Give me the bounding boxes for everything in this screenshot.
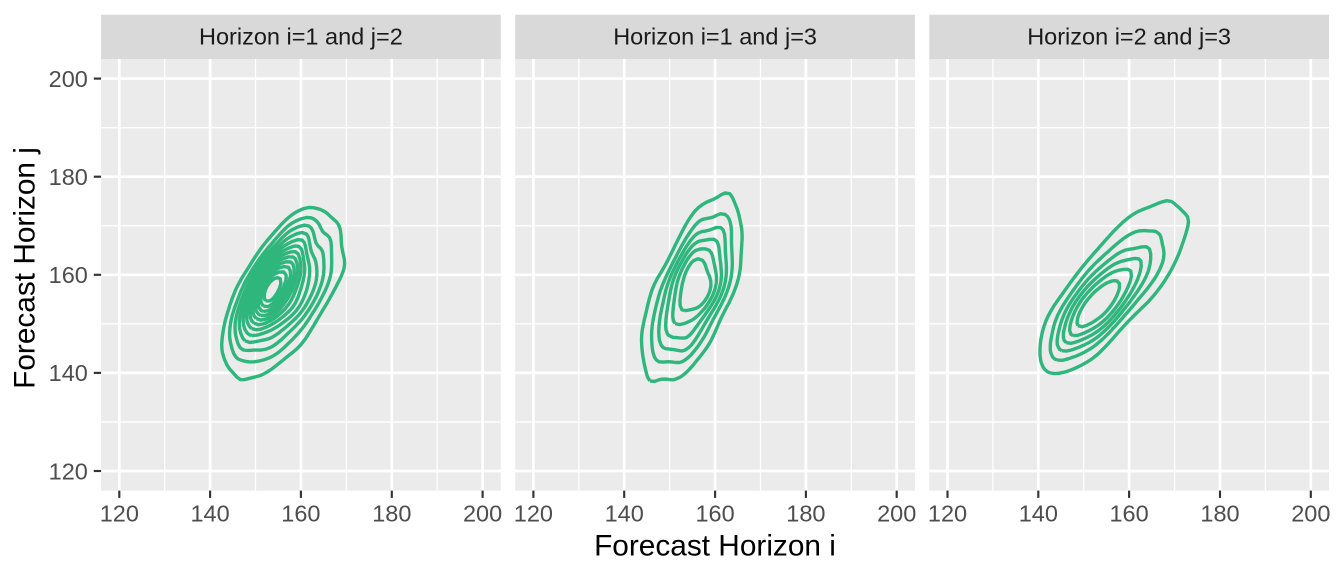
svg-text:180: 180 xyxy=(786,501,825,527)
svg-text:120: 120 xyxy=(928,501,967,527)
svg-text:200: 200 xyxy=(49,66,88,92)
svg-text:Horizon i=2 and j=3: Horizon i=2 and j=3 xyxy=(1027,23,1231,49)
svg-text:Horizon i=1 and j=2: Horizon i=1 and j=2 xyxy=(199,23,403,49)
svg-text:160: 160 xyxy=(695,501,734,527)
svg-text:120: 120 xyxy=(514,501,553,527)
svg-text:160: 160 xyxy=(1109,501,1148,527)
svg-text:140: 140 xyxy=(190,501,229,527)
svg-text:160: 160 xyxy=(281,501,320,527)
svg-text:140: 140 xyxy=(49,360,88,386)
svg-text:Forecast Horizon j: Forecast Horizon j xyxy=(9,147,42,389)
svg-text:140: 140 xyxy=(1019,501,1058,527)
svg-text:160: 160 xyxy=(49,262,88,288)
svg-text:180: 180 xyxy=(372,501,411,527)
svg-text:140: 140 xyxy=(605,501,644,527)
svg-text:180: 180 xyxy=(1200,501,1239,527)
svg-text:200: 200 xyxy=(877,501,916,527)
svg-text:Horizon i=1 and j=3: Horizon i=1 and j=3 xyxy=(613,23,817,49)
svg-text:120: 120 xyxy=(49,458,88,484)
svg-text:200: 200 xyxy=(1291,501,1330,527)
svg-text:200: 200 xyxy=(463,501,502,527)
svg-text:Forecast Horizon i: Forecast Horizon i xyxy=(594,530,836,563)
svg-text:180: 180 xyxy=(49,164,88,190)
svg-text:120: 120 xyxy=(100,501,139,527)
